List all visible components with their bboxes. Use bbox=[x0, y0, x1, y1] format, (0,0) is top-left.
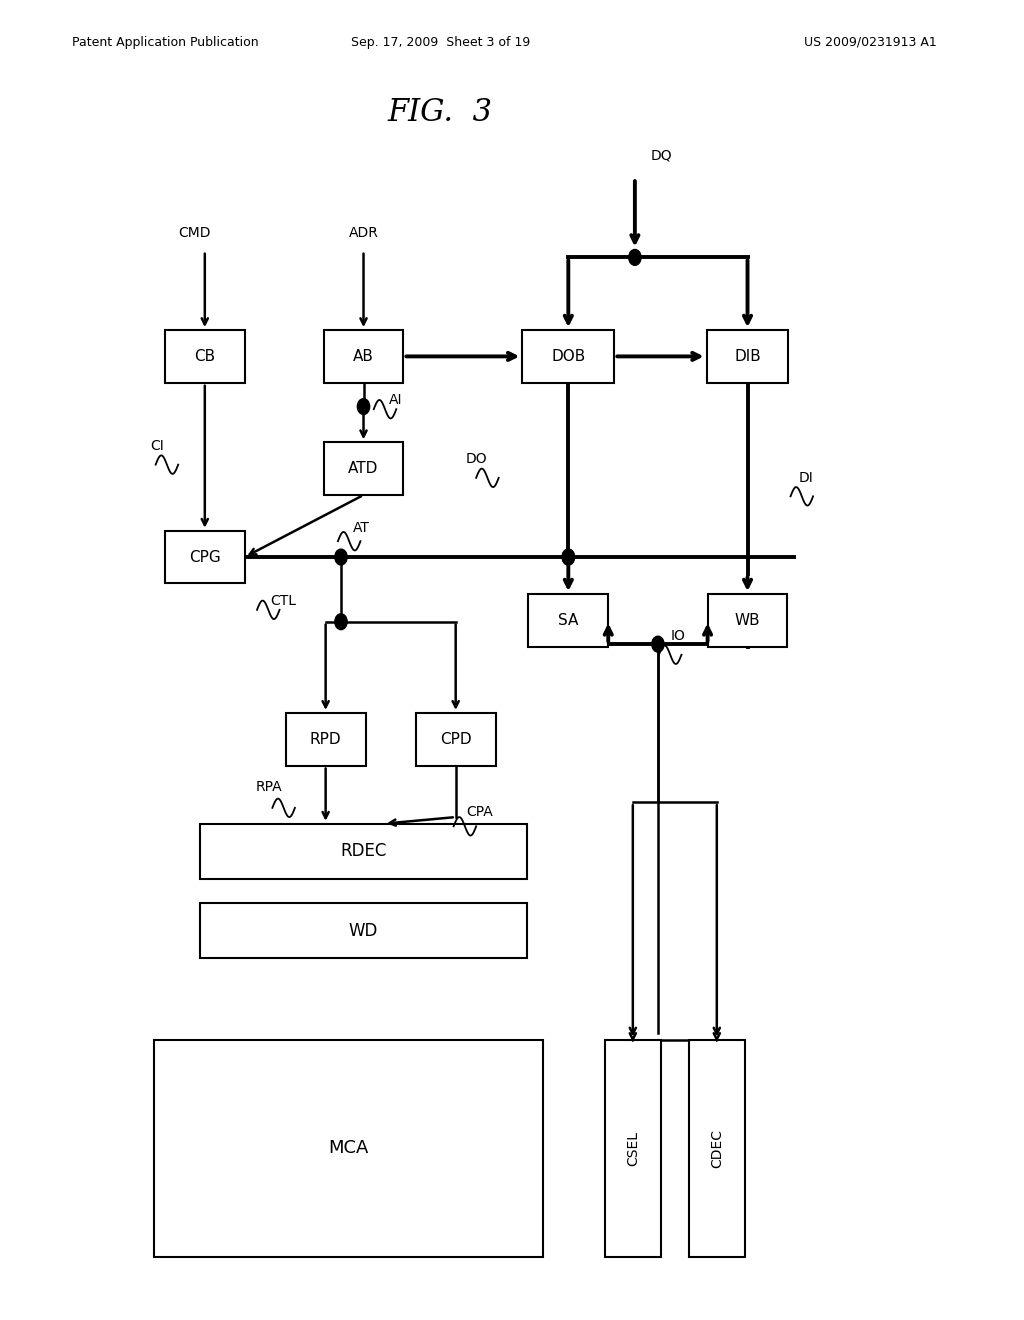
Text: CB: CB bbox=[195, 348, 215, 364]
Bar bbox=[324, 442, 403, 495]
Text: ADR: ADR bbox=[348, 226, 379, 240]
Bar bbox=[324, 330, 403, 383]
Text: CMD: CMD bbox=[178, 226, 211, 240]
Circle shape bbox=[562, 549, 574, 565]
Circle shape bbox=[562, 549, 574, 565]
Bar bbox=[165, 330, 245, 383]
Text: DI: DI bbox=[799, 471, 813, 484]
Circle shape bbox=[357, 399, 370, 414]
Text: DIB: DIB bbox=[734, 348, 761, 364]
Text: DQ: DQ bbox=[650, 148, 672, 162]
Text: ATD: ATD bbox=[348, 461, 379, 477]
Circle shape bbox=[629, 249, 641, 265]
Text: Patent Application Publication: Patent Application Publication bbox=[72, 36, 258, 49]
Text: WD: WD bbox=[349, 921, 378, 940]
Text: DOB: DOB bbox=[551, 348, 586, 364]
Text: RPD: RPD bbox=[310, 731, 341, 747]
Text: AI: AI bbox=[389, 393, 402, 407]
Bar bbox=[688, 1040, 745, 1257]
Text: IO: IO bbox=[671, 630, 685, 643]
Bar bbox=[286, 713, 366, 766]
Bar bbox=[200, 824, 527, 879]
Text: CSEL: CSEL bbox=[626, 1131, 640, 1166]
Circle shape bbox=[335, 549, 347, 565]
Bar bbox=[708, 594, 787, 647]
Bar bbox=[604, 1040, 662, 1257]
Text: RDEC: RDEC bbox=[340, 842, 387, 861]
Text: RPA: RPA bbox=[256, 780, 283, 793]
Text: DO: DO bbox=[466, 453, 487, 466]
Text: US 2009/0231913 A1: US 2009/0231913 A1 bbox=[804, 36, 937, 49]
Circle shape bbox=[652, 636, 665, 652]
Bar bbox=[416, 713, 496, 766]
Text: WB: WB bbox=[734, 612, 761, 628]
Text: CI: CI bbox=[151, 440, 164, 453]
Text: AT: AT bbox=[353, 521, 370, 536]
Text: CPD: CPD bbox=[440, 731, 471, 747]
Text: CPA: CPA bbox=[466, 805, 493, 820]
Text: Sep. 17, 2009  Sheet 3 of 19: Sep. 17, 2009 Sheet 3 of 19 bbox=[350, 36, 530, 49]
Bar bbox=[154, 1040, 543, 1257]
Text: FIG.  3: FIG. 3 bbox=[388, 96, 493, 128]
Bar bbox=[522, 330, 614, 383]
Bar bbox=[707, 330, 788, 383]
Bar bbox=[200, 903, 527, 958]
Bar bbox=[528, 594, 608, 647]
Text: CDEC: CDEC bbox=[710, 1129, 724, 1168]
Bar bbox=[165, 531, 245, 583]
Text: CPG: CPG bbox=[188, 549, 221, 565]
Text: AB: AB bbox=[353, 348, 374, 364]
Circle shape bbox=[335, 614, 347, 630]
Text: MCA: MCA bbox=[328, 1139, 369, 1158]
Text: SA: SA bbox=[558, 612, 579, 628]
Text: CTL: CTL bbox=[270, 594, 296, 609]
